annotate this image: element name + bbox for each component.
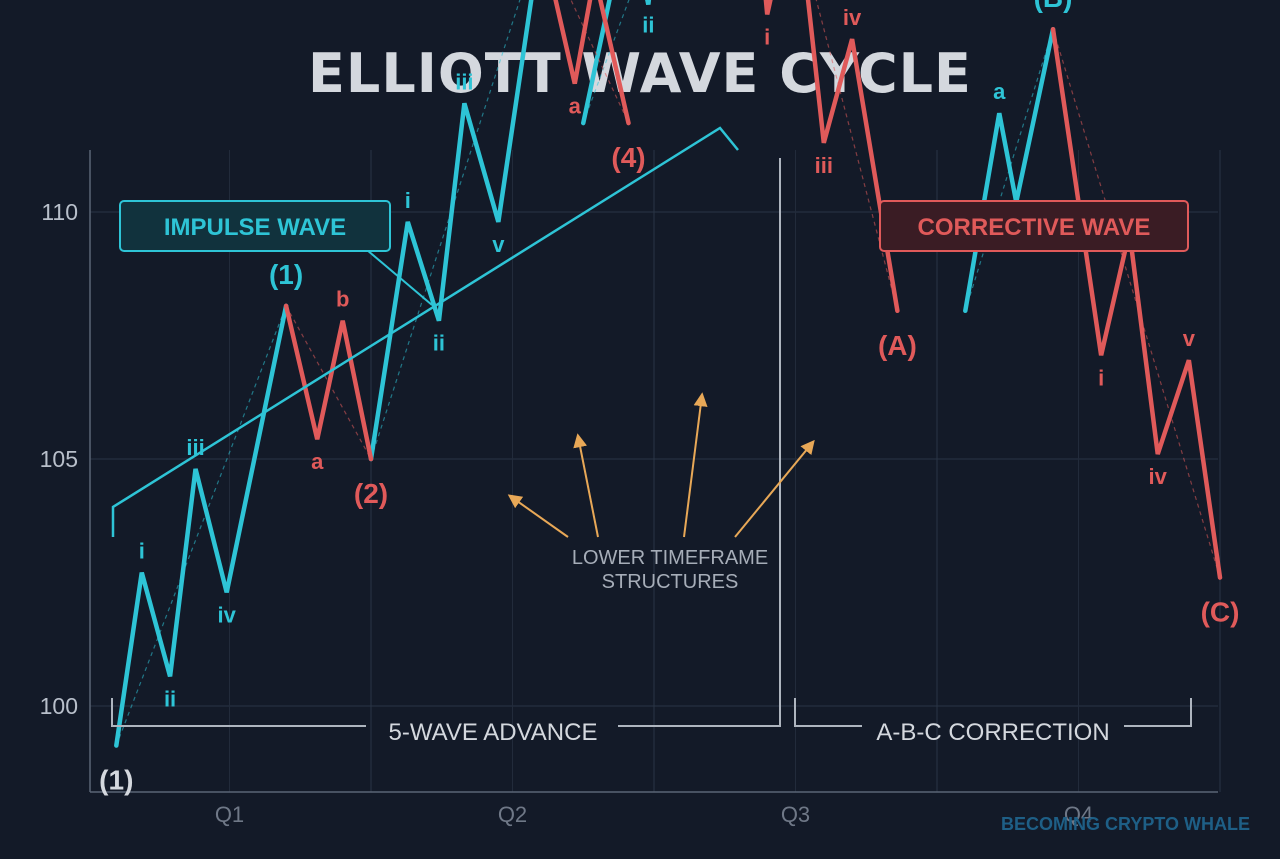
- trend-guide: [285, 305, 372, 460]
- wave-label: b: [336, 287, 349, 312]
- wave-label: (4): [611, 142, 645, 173]
- correction-bracket-left: [794, 698, 862, 727]
- wave-label: iv: [843, 5, 862, 30]
- axes: 100105110115120Q1Q2Q3Q4: [40, 150, 1218, 827]
- x-tick-label: Q1: [215, 802, 244, 827]
- wave-label: a: [311, 449, 324, 474]
- wave-label: a: [569, 94, 582, 119]
- trend-guide: [582, 0, 630, 124]
- wave-segment: [114, 303, 289, 748]
- grid: [90, 150, 1221, 792]
- wave-label: ii: [642, 13, 654, 38]
- annotation-arrow: [507, 494, 569, 538]
- correction-bracket-right: [1124, 698, 1192, 727]
- impulse-bracket-line: [111, 126, 739, 537]
- trend-guide: [370, 0, 521, 460]
- series: [114, 0, 1223, 748]
- wave-label: v: [492, 232, 505, 257]
- wave-segment: [763, 0, 900, 314]
- impulse-wave-box: IMPULSE WAVE: [111, 126, 739, 537]
- wave-label: (C): [1201, 597, 1240, 628]
- impulse-box-label: IMPULSE WAVE: [164, 214, 346, 241]
- y-tick-label: 110: [41, 199, 78, 225]
- wave-label: a: [993, 79, 1006, 104]
- advance-bracket-left: [111, 698, 366, 727]
- watermark: BECOMING CRYPTO WHALE: [1001, 814, 1250, 834]
- y-tick-label: 105: [40, 446, 78, 472]
- impulse-box-frame: [119, 200, 391, 252]
- wave-label: iii: [815, 153, 833, 178]
- wave-label: i: [764, 24, 770, 49]
- wave-label: ii: [433, 331, 445, 356]
- x-tick-label: Q2: [498, 802, 527, 827]
- wave-label: v: [1183, 326, 1196, 351]
- advance-bracket: 5-WAVE ADVANCE: [111, 158, 781, 746]
- wave-label: iv: [217, 602, 236, 627]
- advance-bracket-right: [618, 158, 781, 727]
- annotation-arrow: [734, 439, 815, 538]
- wave-label: (B): [1034, 0, 1073, 13]
- wave-segment: [368, 0, 534, 462]
- wave-label: iv: [1149, 464, 1168, 489]
- trend-guide: [115, 305, 287, 746]
- corrective-box-frame: [879, 200, 1189, 252]
- correction-bracket-label: A-B-C CORRECTION: [876, 719, 1109, 746]
- lower-timeframe-annotation: LOWER TIMEFRAME STRUCTURES: [507, 392, 815, 593]
- annotation-line2: STRUCTURES: [602, 571, 739, 593]
- correction-bracket: A-B-C CORRECTION: [794, 698, 1192, 746]
- x-tick-label: Q3: [781, 802, 810, 827]
- wave-label: (2): [354, 478, 388, 509]
- corrective-box-label: CORRECTIVE WAVE: [918, 214, 1151, 241]
- y-tick-label: 100: [40, 693, 78, 719]
- wave-label: iii: [455, 69, 473, 94]
- wave-label: (1): [99, 765, 133, 796]
- wave-segment: [553, 0, 631, 126]
- wave-label: ii: [164, 686, 176, 711]
- trend-guide: [815, 0, 898, 311]
- wave-label: i: [405, 188, 411, 213]
- annotation-arrow: [573, 433, 599, 538]
- corrective-wave-box: CORRECTIVE WAVE: [879, 200, 1189, 252]
- wave-segment: [283, 303, 374, 462]
- wave-label: (1): [269, 259, 303, 290]
- impulse-callout-line: [366, 249, 433, 306]
- annotation-arrow: [683, 392, 708, 538]
- x-tick-label: Q4: [1064, 802, 1093, 827]
- wave-label: i: [1098, 365, 1104, 390]
- wave-label: (A): [878, 330, 917, 361]
- wave-label: i: [139, 539, 145, 564]
- advance-bracket-label: 5-WAVE ADVANCE: [389, 719, 598, 746]
- annotation-line1: LOWER TIMEFRAME: [572, 547, 768, 569]
- wave-segment: [1050, 26, 1223, 580]
